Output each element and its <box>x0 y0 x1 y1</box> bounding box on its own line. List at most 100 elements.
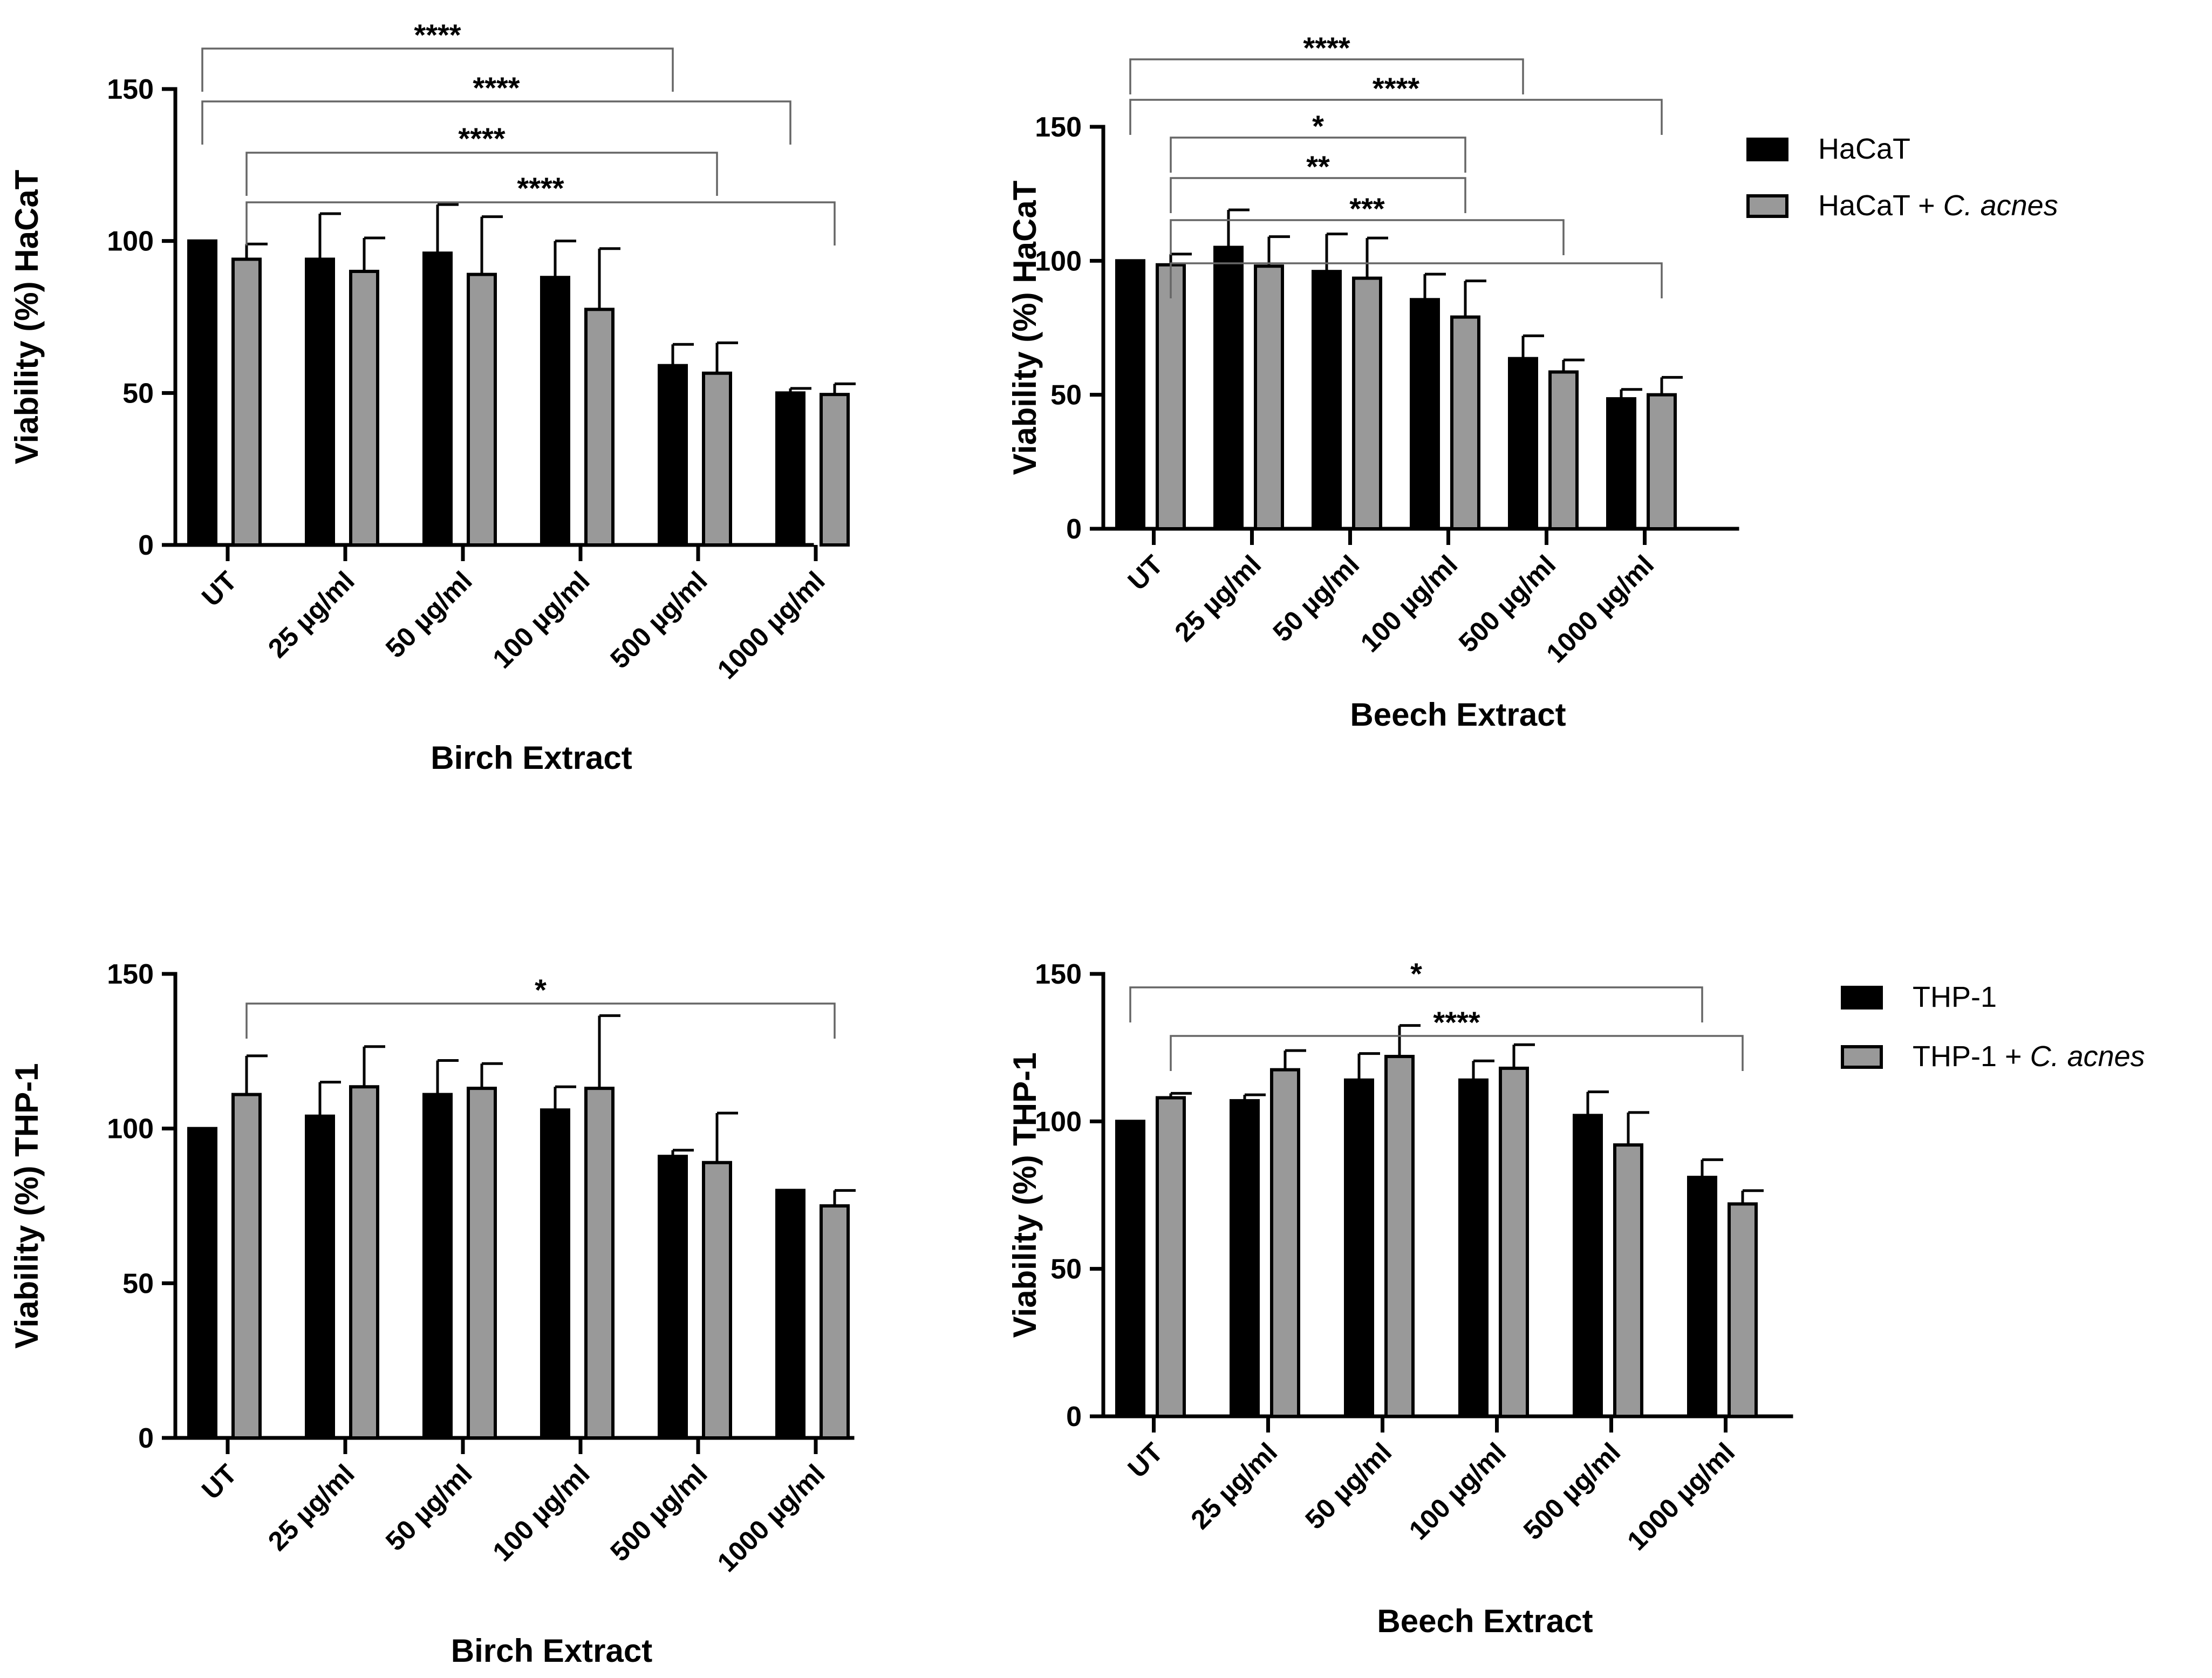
x-tick-label: 100 µg/ml <box>1403 1437 1512 1545</box>
bar-cacnes-4 <box>1613 1143 1643 1418</box>
significance-label: ** <box>1306 149 1330 183</box>
legend-label-italic: C. acnes <box>2030 1040 2145 1073</box>
bar-control-3 <box>540 276 570 547</box>
y-axis-title: Viability (%) HaCaT <box>9 170 45 465</box>
y-tick-label: 50 <box>1050 1254 1082 1285</box>
significance-bracket <box>201 47 674 92</box>
bar-control-2 <box>1312 270 1342 530</box>
bar-control-1 <box>1230 1099 1260 1418</box>
y-tick-label: 50 <box>1050 380 1082 411</box>
bar-cacnes-4 <box>702 371 732 547</box>
significance-bracket <box>1129 986 1703 1022</box>
x-tick-label: 100 µg/ml <box>1355 549 1463 658</box>
bar-control-0 <box>187 1127 217 1440</box>
bar-cacnes-2 <box>467 1087 497 1440</box>
bar-control-4 <box>658 1155 688 1440</box>
x-tick-label: 100 µg/ml <box>487 1458 595 1567</box>
significance-label: **** <box>414 18 461 52</box>
legend-label: HaCaT <box>1818 133 1910 165</box>
significance-bracket <box>245 201 836 245</box>
x-tick-label: 25 µg/ml <box>262 565 360 664</box>
y-tick-label: 150 <box>1035 959 1082 990</box>
bar-cacnes-3 <box>584 308 615 547</box>
chart-bottom-right: 0 50 100 150 UT 25 µg/ml 50 µg/ml 100 µg/ml 500 … <box>1007 957 1793 1639</box>
x-tick-label: 25 µg/ml <box>1185 1437 1283 1535</box>
significance-bracket <box>1170 219 1565 255</box>
bar-cacnes-0 <box>1156 263 1186 530</box>
legend-swatch <box>1841 986 1883 1009</box>
bar-control-1 <box>1213 245 1244 530</box>
bar-control-3 <box>1410 298 1440 530</box>
legend-label: THP-1 + C. acnes <box>1913 1040 2145 1073</box>
significance-label: **** <box>458 121 505 155</box>
y-axis-title: Viability (%) THP-1 <box>1007 1053 1043 1338</box>
bar-control-1 <box>305 1114 335 1440</box>
significance-bracket <box>1129 99 1663 135</box>
bar-control-2 <box>1344 1078 1374 1418</box>
legend-label: THP-1 <box>1913 981 1997 1013</box>
significance-label: * <box>535 973 547 1007</box>
bar-cacnes-0 <box>1156 1096 1186 1418</box>
x-tick-label: 1000 µg/ml <box>1540 549 1660 669</box>
x-axis-title: Beech Extract <box>1350 697 1566 733</box>
x-tick-label: 500 µg/ml <box>1518 1437 1626 1545</box>
legend-swatch <box>1746 194 1788 218</box>
legend-label-prefix: HaCaT + <box>1818 189 1943 222</box>
bar-control-5 <box>775 1189 805 1440</box>
bar-cacnes-2 <box>467 272 497 547</box>
bar-cacnes-4 <box>702 1161 732 1440</box>
x-tick-label: 25 µg/ml <box>1169 549 1267 647</box>
legend-label-italic: C. acnes <box>1943 189 2058 222</box>
significance-label: **** <box>1303 31 1350 65</box>
x-tick-label: 1000 µg/ml <box>1621 1437 1740 1556</box>
legend-label-prefix: THP-1 + <box>1913 1040 2030 1073</box>
y-tick-label: 50 <box>122 378 154 409</box>
bar-cacnes-1 <box>1254 264 1284 530</box>
y-tick-label: 100 <box>1035 245 1082 277</box>
bar-cacnes-1 <box>349 270 379 547</box>
x-tick-label: UT <box>1122 549 1169 596</box>
significance-bracket <box>1170 177 1466 213</box>
significance-label: **** <box>1433 1005 1480 1039</box>
bar-control-5 <box>1687 1176 1717 1418</box>
bar-cacnes-4 <box>1548 370 1579 530</box>
significance-bracket <box>201 100 791 145</box>
x-tick-label: 50 µg/ml <box>1299 1437 1397 1535</box>
x-tick-label: UT <box>196 565 243 612</box>
chart-top-left: 0 50 100 150 UT 25 µg/ml 50 µg/ml 100 µg/ml 500 … <box>9 18 856 776</box>
x-tick-label: 500 µg/ml <box>604 1458 713 1567</box>
bar-control-4 <box>1508 357 1538 530</box>
significance-label: * <box>1312 109 1324 143</box>
x-tick-label: 100 µg/ml <box>487 565 595 674</box>
bar-cacnes-2 <box>1352 276 1382 530</box>
x-tick-label: 1000 µg/ml <box>712 565 831 685</box>
bar-control-4 <box>1573 1114 1603 1418</box>
x-axis-title: Beech Extract <box>1377 1603 1593 1639</box>
bar-control-0 <box>1115 1120 1145 1418</box>
significance-bracket <box>1170 1035 1744 1071</box>
x-axis-title: Birch Extract <box>451 1633 652 1669</box>
x-tick-label: 50 µg/ml <box>1267 549 1365 647</box>
significance-bracket <box>1170 262 1663 298</box>
significance-label: **** <box>517 171 564 205</box>
significance-label: **** <box>473 71 520 105</box>
x-tick-label: 50 µg/ml <box>380 565 478 664</box>
x-tick-label: UT <box>196 1458 243 1505</box>
bar-cacnes-0 <box>231 257 262 547</box>
x-tick-label: 1000 µg/ml <box>712 1458 831 1578</box>
bar-control-1 <box>305 257 335 547</box>
bar-control-2 <box>422 1093 453 1440</box>
legend-haca: HaCaT HaCaT + C. acnes <box>1746 133 2058 222</box>
bar-cacnes-3 <box>1450 315 1480 531</box>
x-tick-label: 50 µg/ml <box>380 1458 478 1557</box>
y-tick-label: 100 <box>1035 1106 1082 1137</box>
significance-label: *** <box>1349 192 1385 226</box>
legend-swatch <box>1746 138 1788 161</box>
y-tick-label: 150 <box>1035 112 1082 143</box>
bar-cacnes-1 <box>1270 1068 1300 1418</box>
y-tick-label: 0 <box>1066 514 1082 545</box>
x-tick-label: UT <box>1122 1437 1169 1484</box>
y-tick-label: 50 <box>122 1268 154 1299</box>
